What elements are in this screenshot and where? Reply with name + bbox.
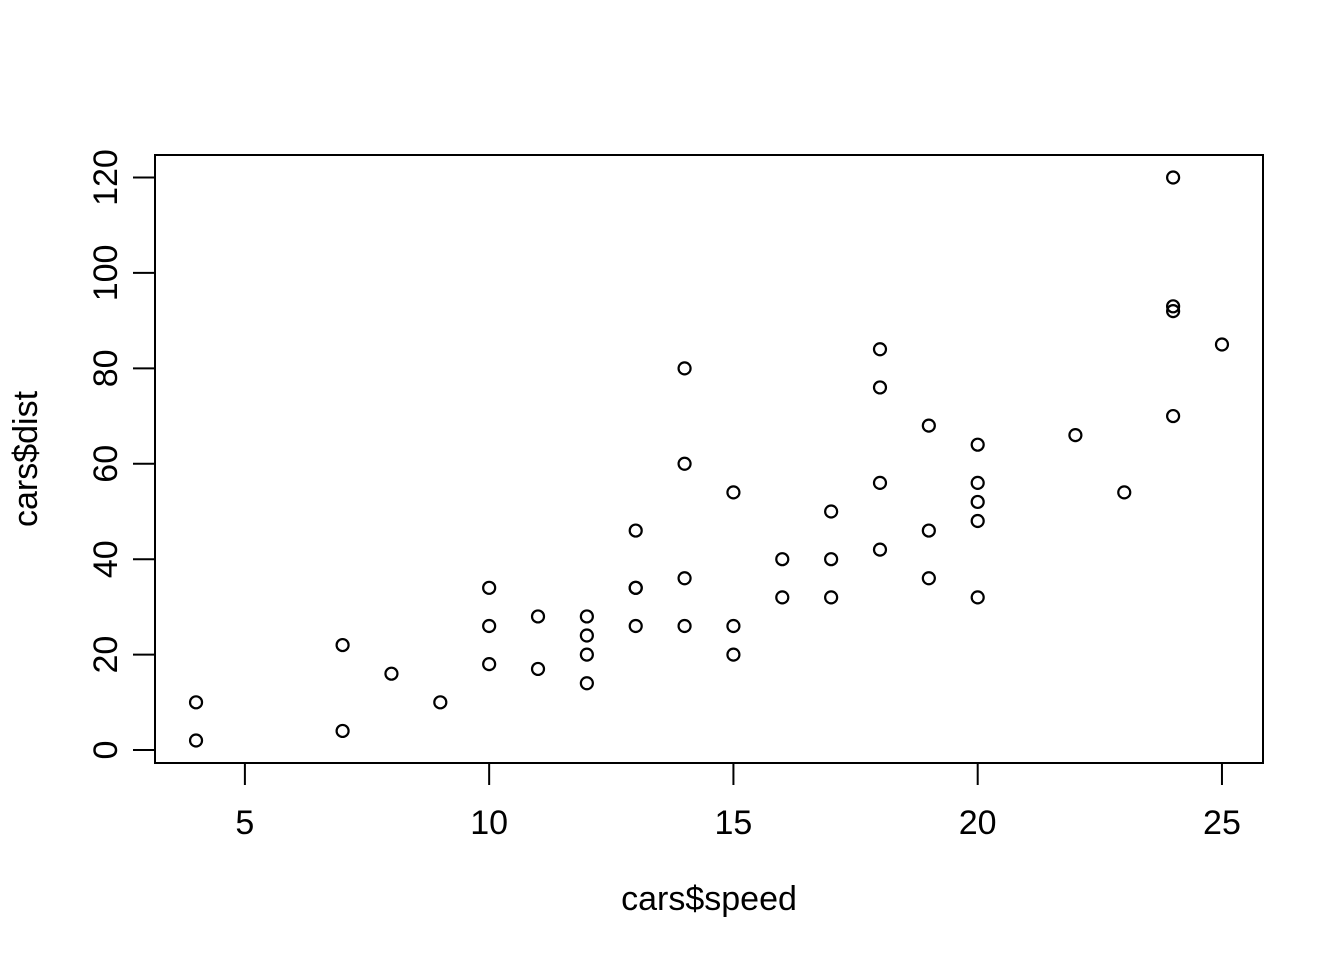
data-points: [188, 170, 1230, 748]
data-point: [970, 494, 985, 510]
x-tick-label: 20: [959, 804, 997, 842]
x-axis-ticks: 5 10 15 20 25: [235, 763, 1241, 842]
data-point: [433, 695, 448, 710]
plot-box: [154, 154, 1264, 764]
data-point: [921, 523, 936, 538]
data-point: [1166, 304, 1181, 319]
data-point: [384, 666, 399, 681]
y-axis-label: cars$dist: [7, 390, 45, 527]
y-tick-label: 60: [87, 445, 125, 483]
data-point: [921, 571, 936, 586]
data-point: [335, 637, 350, 653]
data-point: [188, 733, 204, 748]
data-point: [579, 628, 594, 643]
data-point: [726, 647, 741, 662]
data-point: [1214, 337, 1230, 352]
data-point: [970, 437, 985, 452]
x-tick-label: 25: [1203, 804, 1241, 842]
data-point: [824, 552, 839, 567]
data-point: [579, 609, 594, 624]
data-point: [482, 580, 497, 595]
data-point: [970, 475, 985, 490]
data-point: [677, 618, 692, 634]
data-point: [677, 571, 692, 586]
x-tick-label: 15: [715, 804, 753, 842]
data-point: [677, 361, 692, 376]
data-point: [872, 342, 888, 357]
data-point: [628, 523, 643, 538]
y-tick-label: 80: [87, 349, 125, 387]
y-axis-ticks: 0 20 40 60 80 100 120: [87, 149, 155, 759]
data-point: [970, 513, 985, 529]
data-point: [872, 475, 888, 490]
y-tick-label: 20: [87, 636, 125, 674]
data-point: [482, 618, 497, 634]
y-tick-label: 120: [87, 149, 125, 206]
y-tick-label: 100: [87, 245, 125, 302]
data-point: [775, 552, 790, 567]
data-point: [726, 485, 741, 500]
x-axis-label: cars$speed: [621, 880, 797, 918]
data-point: [1166, 408, 1181, 424]
data-point: [824, 590, 839, 605]
data-point: [921, 418, 936, 433]
data-point: [726, 618, 741, 634]
data-point: [775, 590, 790, 605]
x-tick-label: 5: [235, 804, 254, 842]
data-point: [335, 723, 350, 739]
data-point: [628, 618, 643, 634]
y-tick-label: 40: [87, 540, 125, 578]
data-point: [872, 542, 888, 557]
data-point: [530, 661, 546, 677]
data-point: [628, 580, 643, 595]
x-tick-label: 10: [470, 804, 508, 842]
y-tick-label: 0: [87, 741, 125, 760]
data-point: [677, 456, 692, 471]
data-point: [1117, 485, 1132, 500]
data-point: [1068, 428, 1083, 443]
data-point: [188, 695, 204, 710]
data-point: [579, 647, 594, 662]
data-point: [530, 609, 546, 624]
data-point: [579, 676, 594, 691]
data-point: [482, 657, 497, 672]
data-point: [970, 590, 985, 605]
data-point: [1166, 299, 1181, 314]
data-point: [872, 380, 888, 395]
data-point: [1166, 170, 1181, 185]
data-point: [824, 504, 839, 519]
